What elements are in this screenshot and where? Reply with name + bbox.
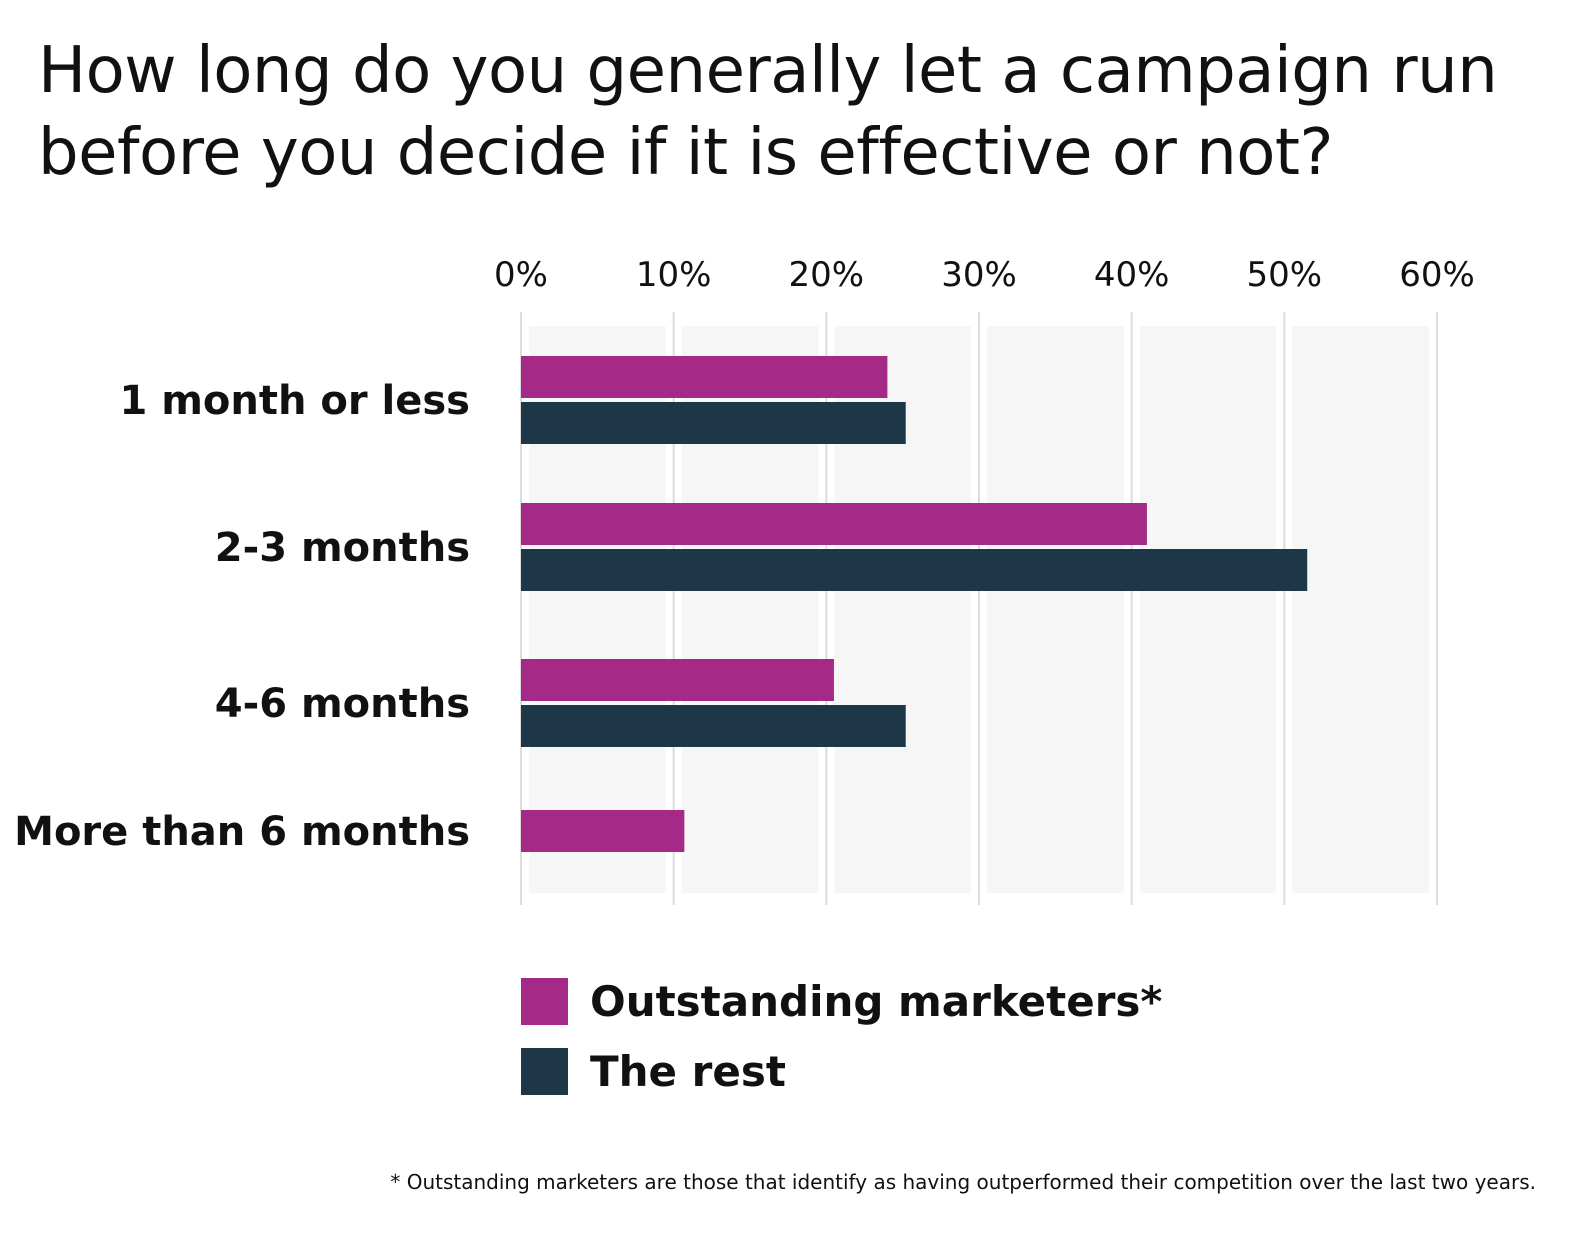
bar-rest — [521, 402, 906, 444]
x-tick-label: 10% — [636, 255, 712, 295]
plot-band — [1139, 326, 1277, 893]
chart-title: How long do you generally let a campaign… — [38, 34, 1498, 190]
bar-rest — [521, 549, 1308, 591]
x-tick-label: 0% — [494, 255, 548, 295]
bar-outstanding — [521, 356, 888, 398]
x-tick-label: 20% — [789, 255, 865, 295]
plot-band — [1292, 326, 1429, 893]
bar-outstanding — [521, 810, 685, 852]
x-tick-label: 50% — [1247, 255, 1323, 295]
category-label: 2-3 months — [215, 525, 470, 571]
category-label: 1 month or less — [119, 378, 470, 424]
category-label: More than 6 months — [14, 809, 470, 855]
footnote: * Outstanding marketers are those that i… — [390, 1170, 1536, 1194]
x-tick-label: 40% — [1094, 255, 1170, 295]
legend-label: Outstanding marketers* — [590, 977, 1162, 1026]
bar-outstanding — [521, 503, 1147, 545]
legend-label: The rest — [590, 1047, 786, 1096]
bar-outstanding — [521, 659, 834, 701]
plot-band — [987, 326, 1124, 893]
legend-swatch — [521, 978, 568, 1025]
x-tick-label: 60% — [1399, 255, 1475, 295]
x-tick-label: 30% — [941, 255, 1017, 295]
legend-swatch — [521, 1048, 568, 1095]
category-label: 4-6 months — [215, 681, 470, 727]
bar-rest — [521, 705, 906, 747]
